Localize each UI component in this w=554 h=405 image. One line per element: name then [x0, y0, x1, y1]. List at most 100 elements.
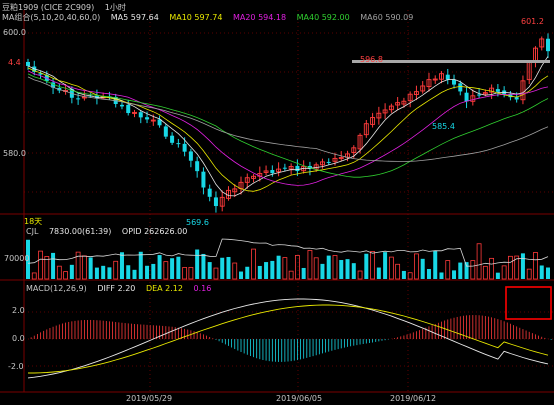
macd-header: MACD(12,26,9) DIFF 2.20 DEA 2.12 0.16 — [26, 284, 219, 293]
volume-bar — [514, 255, 520, 280]
volume-bar — [452, 270, 457, 279]
candle-down — [44, 74, 49, 81]
volume-bar — [307, 250, 313, 280]
diff-value: DIFF 2.20 — [97, 284, 136, 293]
symbol-label[interactable]: 豆粕1909 (CICE 2C909) — [2, 3, 95, 12]
volume-bar — [489, 257, 495, 280]
candle-up — [539, 38, 545, 48]
candle-down — [138, 112, 143, 118]
candle-down — [295, 165, 300, 172]
candle-up — [132, 111, 137, 114]
volume-bar — [63, 271, 68, 280]
candle-down — [282, 167, 287, 169]
volume-bar — [276, 255, 281, 279]
volume-bar — [357, 270, 363, 280]
volume-bar — [388, 256, 394, 280]
candle-up — [288, 166, 294, 170]
volume-bar — [301, 267, 306, 279]
candle-up — [520, 80, 526, 101]
volume-bar — [188, 266, 194, 280]
candle-down — [195, 161, 200, 172]
resistance-label: 596.8 — [360, 55, 383, 64]
grid-lines — [0, 10, 554, 393]
volume-value: 7830.00(61:39) — [48, 227, 112, 236]
candle-up — [489, 87, 495, 93]
candle-down — [145, 117, 150, 120]
candle-down — [163, 126, 168, 137]
bottom-left-label: 18天 — [24, 217, 43, 226]
candle-up — [395, 102, 401, 106]
volume-bar — [38, 250, 43, 280]
candle-down — [76, 98, 81, 100]
candle-up — [432, 78, 438, 81]
volume-bar — [220, 257, 225, 279]
ma60-line — [27, 76, 549, 162]
volume-bar — [251, 248, 256, 280]
candle-up — [401, 100, 407, 105]
candle-down — [213, 197, 218, 207]
candle-down — [119, 104, 124, 107]
ma10-label: MA10 597.74 — [169, 13, 223, 22]
date-label-3: 2019/06/12 — [390, 394, 437, 403]
volume-bar — [213, 267, 219, 280]
macd-axis-0: 0.0 — [12, 334, 25, 343]
period-label[interactable]: 1小时 — [104, 3, 126, 12]
volume-bar — [339, 260, 344, 279]
volume-bar — [364, 253, 369, 279]
candle-up — [426, 79, 432, 88]
candle-down — [170, 135, 175, 143]
volume-bar — [119, 252, 124, 279]
volume-bar — [88, 257, 93, 279]
volume-bar — [132, 269, 137, 279]
volume-bar — [264, 262, 269, 279]
volume-bar — [420, 258, 425, 279]
volume-bar — [526, 268, 532, 280]
volume-bar — [533, 252, 538, 280]
dea-value: DEA 2.12 — [145, 284, 183, 293]
resistance-line — [352, 60, 550, 63]
candle-up — [439, 73, 444, 80]
volume-header: CJL 7830.00(61:39) OPID 262626.00 — [26, 227, 195, 236]
candle-up — [376, 112, 382, 119]
diff-line — [27, 298, 549, 379]
volume-bar — [26, 239, 30, 279]
volume-bar — [508, 255, 513, 280]
volume-bar — [501, 265, 507, 280]
candle-up — [150, 119, 156, 122]
open-interest-line — [27, 238, 549, 267]
candle-up — [407, 93, 413, 102]
volume-bar — [151, 263, 156, 279]
candle-down — [157, 119, 162, 126]
candle-up — [332, 157, 338, 162]
candle-up — [420, 85, 426, 92]
candle-up — [251, 175, 256, 179]
candle-up — [413, 91, 419, 96]
candle-up — [338, 157, 344, 160]
volume-bar — [163, 261, 169, 280]
price-axis-580: 580.0 — [3, 149, 26, 158]
volume-bar — [313, 257, 319, 280]
volume-bar — [395, 263, 401, 280]
ma20-line — [27, 70, 549, 186]
candle-down — [464, 92, 469, 102]
chart-header: 豆粕1909 (CICE 2C909) 1小时 — [2, 2, 134, 13]
candle-up — [232, 188, 238, 193]
volume-bar — [176, 256, 181, 279]
volume-bar — [495, 272, 500, 279]
date-label-2: 2019/06/05 — [276, 394, 323, 403]
ma40-label: MA40 592.00 — [296, 13, 350, 22]
volume-bar — [288, 270, 294, 280]
candle-up — [81, 96, 87, 99]
volume-bar — [539, 265, 544, 279]
volume-bar — [426, 268, 431, 279]
candle-up — [357, 134, 363, 150]
volume-bar — [101, 265, 106, 279]
volume-bar — [245, 266, 250, 279]
candle-down — [126, 104, 131, 114]
volume-bar — [458, 262, 463, 279]
volume-bar — [433, 251, 438, 279]
volume-bar — [345, 259, 350, 279]
volume-bar — [75, 251, 81, 280]
volume-bar — [476, 243, 482, 280]
